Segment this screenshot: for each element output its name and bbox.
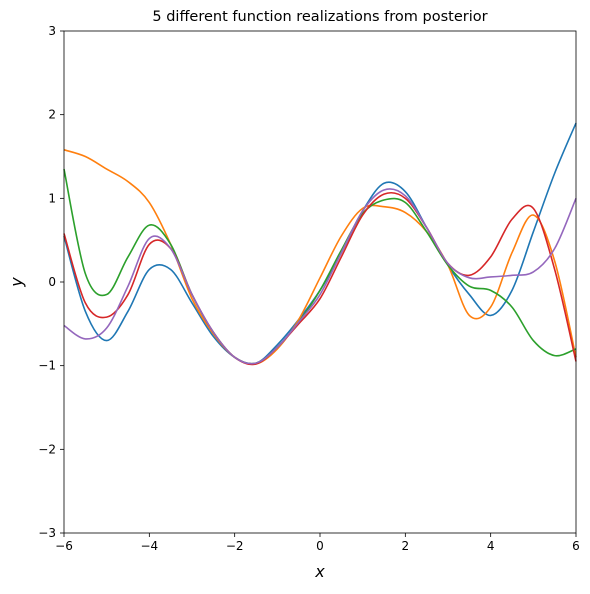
series-line — [63, 168, 577, 365]
x-tick-label: −4 — [140, 539, 158, 553]
chart-title: 5 different function realizations from p… — [152, 9, 487, 25]
series-line — [63, 149, 577, 366]
x-tick-label: 6 — [572, 539, 580, 553]
x-axis-label: x — [314, 562, 325, 581]
x-tick-label: 4 — [487, 539, 495, 553]
y-tick-label: 3 — [48, 24, 56, 38]
y-tick-label: −3 — [38, 526, 56, 540]
series-line — [63, 191, 577, 366]
y-tick-label: −1 — [38, 359, 56, 373]
x-tick-label: −6 — [55, 539, 73, 553]
x-tick-label: 0 — [316, 539, 324, 553]
x-tick-label: 2 — [402, 539, 410, 553]
x-tick-label: −2 — [226, 539, 244, 553]
y-tick-label: 1 — [48, 191, 56, 205]
y-tick-label: 0 — [48, 275, 56, 289]
plot-frame — [63, 30, 577, 534]
y-axis-label: y — [7, 277, 26, 288]
y-tick-label: 2 — [48, 108, 56, 122]
series-line — [63, 188, 577, 365]
y-tick-label: −2 — [38, 442, 56, 456]
